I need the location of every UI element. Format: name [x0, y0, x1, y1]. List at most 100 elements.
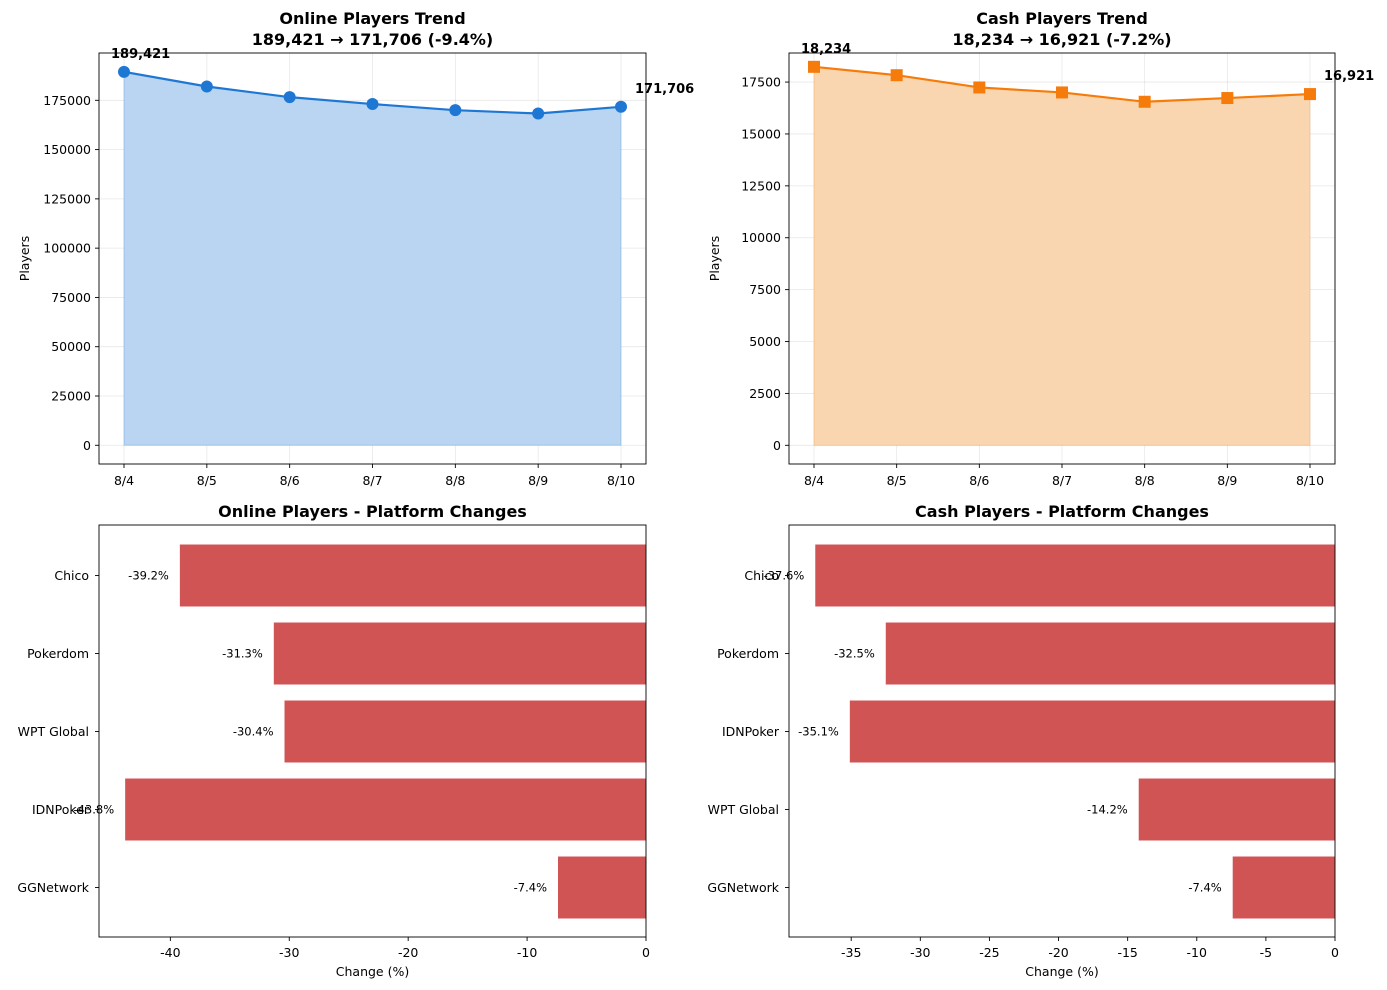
y-tick-label: 12500	[741, 178, 781, 193]
x-tick-label: -30	[279, 945, 299, 960]
x-tick-label: -20	[398, 945, 418, 960]
bar	[558, 856, 646, 919]
data-point	[532, 107, 545, 120]
x-tick-label: 8/9	[1217, 473, 1237, 488]
category-label: GGNetwork	[707, 880, 779, 895]
chart-title: Cash Players - Platform Changes	[915, 502, 1209, 521]
bar-value-label: -43.8%	[73, 803, 114, 817]
x-tick-label: 0	[642, 945, 650, 960]
x-tick-label: 8/6	[280, 473, 300, 488]
plot-frame	[98, 524, 647, 938]
x-tick-label: -35	[841, 945, 861, 960]
bar	[885, 622, 1335, 685]
bar	[284, 700, 646, 763]
line-chart-0: Online Players Trend 189,421 → 171,706 (-…	[17, 9, 694, 488]
bar-value-label: -32.5%	[834, 647, 875, 661]
x-tick-label: -15	[1117, 945, 1137, 960]
category-label: IDNPoker	[32, 802, 90, 817]
bar-value-label: -35.1%	[798, 725, 839, 739]
x-tick-label: -10	[1187, 945, 1207, 960]
x-tick-label: -25	[979, 945, 999, 960]
bar-value-label: -14.2%	[1087, 803, 1128, 817]
x-axis-label: Change (%)	[1025, 964, 1098, 979]
data-point	[283, 91, 296, 104]
x-tick-label: 8/10	[1296, 473, 1324, 488]
bar	[179, 544, 646, 607]
plot-frame	[788, 524, 1336, 938]
bar-value-label: -30.4%	[233, 725, 274, 739]
value-annotation: 171,706	[635, 82, 694, 97]
x-tick-label: -10	[517, 945, 537, 960]
x-tick-label: 8/10	[607, 473, 635, 488]
y-tick-label: 2500	[749, 386, 781, 401]
data-point	[449, 104, 462, 117]
bar	[125, 778, 646, 841]
x-tick-label: 8/8	[445, 473, 465, 488]
y-tick-label: 25000	[51, 388, 91, 403]
bar-chart-2: Online Players - Platform Changes -39.2% -…	[17, 502, 650, 979]
data-point	[118, 65, 130, 78]
bar	[849, 700, 1335, 763]
x-tick-label: 8/4	[804, 473, 824, 488]
bar	[273, 622, 646, 685]
x-tick-label: 8/8	[1135, 473, 1155, 488]
data-point	[366, 98, 379, 111]
category-label: Chico	[744, 568, 779, 583]
chart-title: Online Players - Platform Changes	[218, 502, 527, 521]
x-tick-label: 8/4	[114, 473, 134, 488]
bar-chart-3: Cash Players - Platform Changes -37.6% -32…	[707, 502, 1339, 979]
bar	[1138, 778, 1335, 841]
x-tick-label: 8/7	[1052, 473, 1072, 488]
category-label: Chico	[54, 568, 89, 583]
y-tick-label: 150000	[43, 142, 91, 157]
x-tick-label: -5	[1260, 945, 1272, 960]
y-axis-label: Players	[17, 236, 32, 281]
y-tick-label: 7500	[749, 282, 781, 297]
category-label: WPT Global	[18, 724, 89, 739]
value-annotation: 16,921	[1324, 69, 1374, 84]
x-tick-label: 8/7	[362, 473, 382, 488]
bar-value-label: -7.4%	[1188, 881, 1221, 895]
bar-value-label: -37.6%	[764, 569, 805, 583]
y-tick-label: 125000	[43, 191, 91, 206]
chart-title: Cash Players Trend	[976, 9, 1148, 28]
data-point	[615, 100, 627, 113]
bar-value-label: -7.4%	[514, 881, 547, 895]
y-tick-label: 15000	[741, 126, 781, 141]
value-annotation: 18,234	[801, 42, 851, 57]
category-label: Pokerdom	[27, 646, 89, 661]
bar	[1232, 856, 1335, 919]
y-tick-label: 50000	[51, 339, 91, 354]
x-tick-label: -40	[160, 945, 180, 960]
data-point	[808, 60, 820, 73]
data-point	[1304, 88, 1316, 101]
y-axis-label: Players	[707, 236, 722, 281]
data-point	[1221, 92, 1234, 105]
x-axis-label: Change (%)	[336, 964, 409, 979]
bar	[815, 544, 1335, 607]
bar-value-label: -39.2%	[128, 569, 169, 583]
value-annotation: 189,421	[111, 47, 170, 62]
y-tick-label: 0	[83, 438, 91, 453]
chart-title: Online Players Trend	[279, 9, 465, 28]
chart-subtitle: 189,421 → 171,706 (-9.4%)	[252, 30, 494, 49]
y-tick-label: 17500	[741, 75, 781, 90]
x-tick-label: 8/6	[969, 473, 989, 488]
x-tick-label: -20	[1048, 945, 1068, 960]
category-label: IDNPoker	[722, 724, 780, 739]
line-chart-1: Cash Players Trend 18,234 → 16,921 (-7.2%…	[707, 9, 1374, 488]
y-tick-label: 75000	[51, 290, 91, 305]
y-tick-label: 175000	[43, 93, 91, 108]
category-label: GGNetwork	[17, 880, 89, 895]
data-point	[200, 80, 213, 93]
data-point	[973, 81, 986, 94]
y-tick-label: 0	[773, 438, 781, 453]
chart-subtitle: 18,234 → 16,921 (-7.2%)	[952, 30, 1171, 49]
category-label: Pokerdom	[717, 646, 779, 661]
category-label: WPT Global	[708, 802, 779, 817]
data-point	[1138, 95, 1151, 108]
data-point	[1056, 86, 1068, 99]
x-tick-label: 8/5	[197, 473, 217, 488]
bar-value-label: -31.3%	[222, 647, 263, 661]
